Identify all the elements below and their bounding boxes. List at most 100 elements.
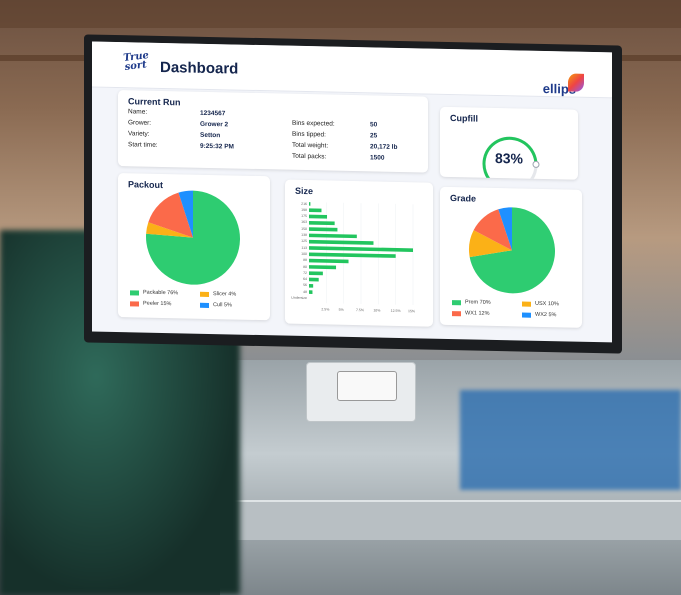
y-tick-label: 72 xyxy=(303,270,307,275)
legend-swatch xyxy=(452,310,461,316)
legend-label: Packable 76% xyxy=(143,289,179,297)
run-field-value: Grower 2 xyxy=(200,120,229,129)
gauge-fill xyxy=(482,136,538,180)
x-tick-label: 7.5% xyxy=(356,307,364,313)
bar[interactable] xyxy=(309,202,311,206)
packout-card: Packout Packable 76% Slicer 4% Peeler 15% C… xyxy=(118,173,270,321)
size-card: Size 2.5% 5% 7.5% 10% 12.5% 15% 216 198 175 163 15… xyxy=(285,179,433,327)
card-title: Current Run xyxy=(128,96,181,108)
legend-label: WX1 12% xyxy=(465,310,490,317)
legend-item: Prem 70% xyxy=(452,299,491,306)
page-title: Dashboard xyxy=(160,58,239,78)
size-bar-chart xyxy=(309,202,414,306)
bar[interactable] xyxy=(309,227,338,232)
legend-label: Prem 70% xyxy=(465,299,491,306)
pie-slice[interactable] xyxy=(146,222,193,238)
y-tick-label: 198 xyxy=(301,207,307,212)
run-field-value: 1234567 xyxy=(200,109,226,118)
y-tick-label: 80 xyxy=(303,264,307,269)
legend-swatch xyxy=(522,301,531,307)
legend-label: WX2 5% xyxy=(535,311,557,319)
bar[interactable] xyxy=(309,214,328,219)
monitor: True sort Dashboard ellips Current Run Na… xyxy=(84,34,622,354)
bar[interactable] xyxy=(309,239,374,245)
pie-slice[interactable] xyxy=(498,207,512,251)
conveyor-belt xyxy=(460,390,681,490)
bar[interactable] xyxy=(309,220,335,226)
legend-label: Cull 5% xyxy=(213,302,232,309)
legend-item: Slicer 4% xyxy=(200,291,236,298)
y-tick-label: 56 xyxy=(303,283,307,288)
gauge-knob xyxy=(532,160,540,168)
conveyor-rail xyxy=(230,500,681,540)
y-tick-label: 64 xyxy=(303,277,307,282)
legend-label: Peeler 15% xyxy=(143,300,172,308)
grade-pie-chart xyxy=(469,206,555,294)
y-tick-label: 163 xyxy=(301,220,307,225)
cupfill-card: Cupfill 83% xyxy=(440,106,578,180)
x-tick-label: 2.5% xyxy=(321,307,330,312)
packout-pie-chart xyxy=(146,190,240,286)
bar[interactable] xyxy=(309,258,349,264)
ellips-logo-mark xyxy=(568,73,584,92)
header: True sort Dashboard ellips xyxy=(92,41,612,99)
x-tick-label: 5% xyxy=(338,307,344,312)
pie-slice[interactable] xyxy=(473,209,512,251)
bar[interactable] xyxy=(309,277,319,282)
x-tick-label: 15% xyxy=(408,308,416,314)
x-tick-label: 10% xyxy=(373,308,381,313)
bar[interactable] xyxy=(309,271,323,276)
y-tick-label: Undersize xyxy=(291,295,307,301)
run-field-value: 9:25:32 PM xyxy=(200,142,234,151)
run-field-label: Name: xyxy=(128,108,148,116)
pie-slice[interactable] xyxy=(178,190,193,238)
pie-slice[interactable] xyxy=(148,192,193,238)
run-field-value: 25 xyxy=(370,132,378,140)
y-tick-label: 100 xyxy=(301,251,307,256)
bar[interactable] xyxy=(309,233,357,239)
dashboard-screen: True sort Dashboard ellips Current Run Na… xyxy=(92,41,612,343)
legend-swatch xyxy=(130,289,139,296)
bar[interactable] xyxy=(309,283,314,288)
run-field-label: Bins tipped: xyxy=(292,130,326,139)
legend-item: WX1 12% xyxy=(452,310,489,317)
bar[interactable] xyxy=(309,208,322,213)
run-field-value: Setton xyxy=(200,131,221,140)
pie-slice[interactable] xyxy=(146,190,240,286)
legend-item: Peeler 15% xyxy=(130,300,171,307)
y-tick-label: 48 xyxy=(303,289,307,294)
y-tick-label: 125 xyxy=(301,239,307,244)
run-field-label: Start time: xyxy=(128,141,158,149)
ceiling-beam xyxy=(0,0,681,28)
y-tick-label: 175 xyxy=(301,214,307,219)
run-field-label: Total weight: xyxy=(292,141,329,150)
legend-swatch xyxy=(522,312,531,318)
run-field-value: 50 xyxy=(370,121,378,129)
cupfill-value: 83% xyxy=(494,149,524,167)
legend-swatch xyxy=(200,291,209,297)
pie-slice[interactable] xyxy=(469,230,512,258)
legend-label: USX 10% xyxy=(535,300,559,308)
run-field-label: Variety: xyxy=(128,130,150,138)
y-tick-label: 138 xyxy=(301,232,307,238)
bar[interactable] xyxy=(309,265,337,270)
legend-label: Slicer 4% xyxy=(213,291,237,298)
run-field-label: Grower: xyxy=(128,119,152,127)
bar[interactable] xyxy=(309,252,396,258)
legend-item: Packable 76% xyxy=(130,289,178,296)
bar[interactable] xyxy=(309,290,313,294)
y-tick-label: 88 xyxy=(303,258,307,263)
bar[interactable] xyxy=(309,246,413,252)
grade-card: Grade Prem 70% USX 10% WX1 12% WX2 5% xyxy=(440,186,582,328)
run-field-label: Total packs: xyxy=(292,152,327,161)
run-field-value: 20,172 lb xyxy=(370,143,398,151)
y-tick-label: 150 xyxy=(301,226,307,231)
run-field-value: 1500 xyxy=(370,154,385,162)
pie-slice[interactable] xyxy=(469,206,555,294)
current-run-card: Current Run Name: 1234567 Grower: Grower 2 V… xyxy=(118,90,428,173)
junction-box xyxy=(306,362,416,422)
legend-item: WX2 5% xyxy=(522,311,557,319)
x-tick-label: 12.5% xyxy=(390,308,401,313)
y-tick-label: 216 xyxy=(301,201,307,206)
truesort-logo: True sort xyxy=(122,50,150,73)
